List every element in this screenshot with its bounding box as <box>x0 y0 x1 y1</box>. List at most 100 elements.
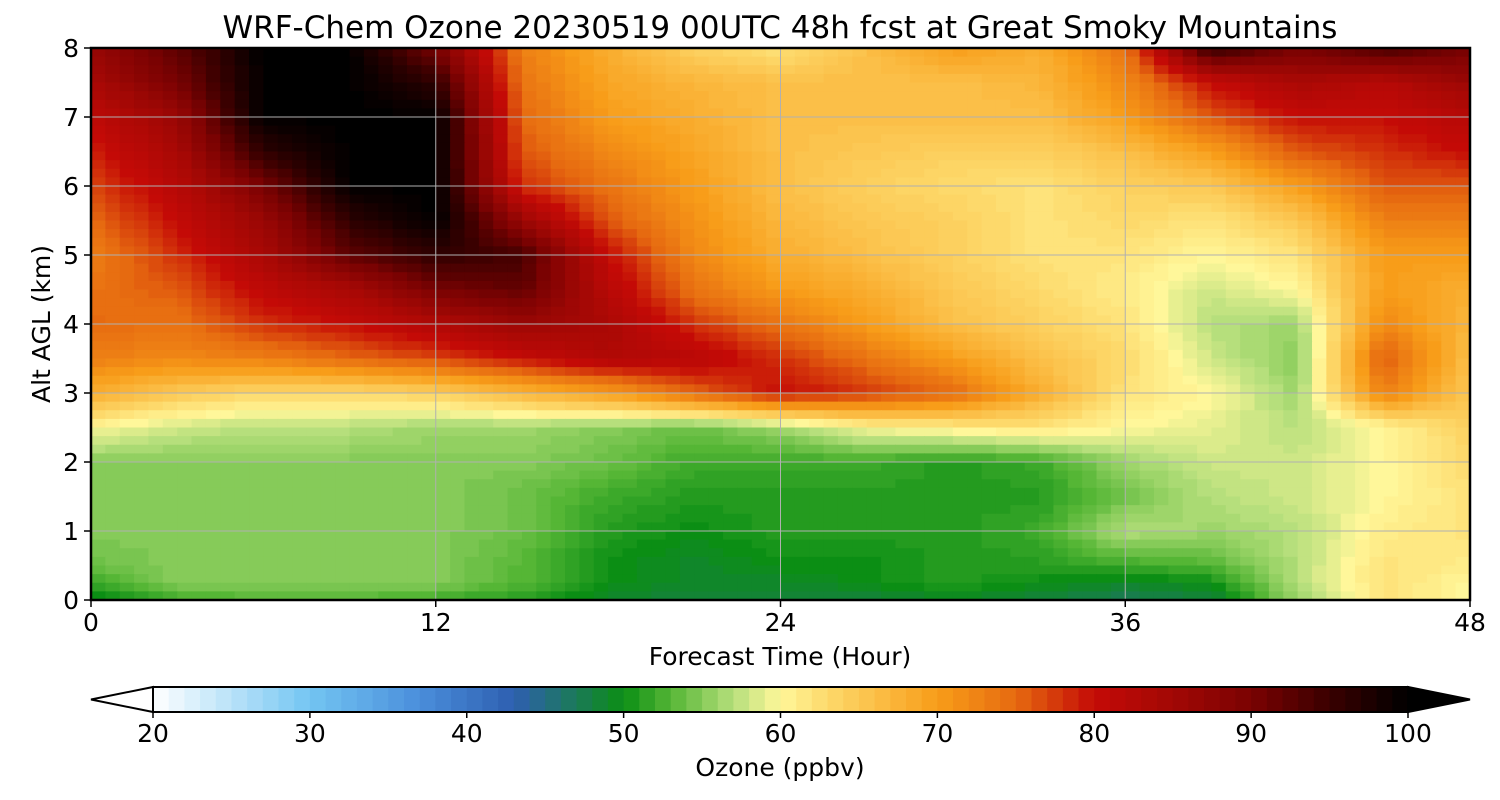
field-cell <box>1441 168 1457 178</box>
field-cell <box>335 263 351 273</box>
field-cell <box>162 142 178 153</box>
field-cell <box>1297 453 1313 463</box>
field-cell <box>363 211 379 222</box>
field-cell <box>665 151 681 161</box>
field-cell <box>1254 220 1270 230</box>
field-cell <box>1139 168 1155 178</box>
field-cell <box>622 168 638 178</box>
field-cell <box>335 125 351 135</box>
field-cell <box>1139 82 1155 92</box>
field-cell <box>809 99 825 109</box>
field-cell <box>866 194 882 204</box>
field-cell <box>306 203 322 213</box>
field-cell <box>1355 186 1371 196</box>
field-cell <box>162 358 178 368</box>
field-cell <box>1168 393 1184 403</box>
field-cell <box>1254 479 1270 489</box>
field-cell <box>421 289 437 299</box>
field-cell <box>306 367 322 377</box>
field-cell <box>292 117 308 127</box>
field-cell <box>694 246 710 256</box>
field-cell <box>234 436 250 446</box>
field-cell <box>191 427 207 437</box>
field-cell <box>349 73 365 84</box>
field-cell <box>1340 324 1356 334</box>
field-cell <box>177 487 193 498</box>
field-cell <box>1383 375 1399 385</box>
field-cell <box>737 211 753 222</box>
field-cell <box>536 384 552 394</box>
field-cell <box>995 298 1011 308</box>
field-cell <box>91 487 106 498</box>
field-cell <box>320 393 336 403</box>
field-cell <box>148 306 164 316</box>
field-cell <box>952 255 968 265</box>
field-cell <box>1383 487 1399 498</box>
field-cell <box>292 99 308 109</box>
field-cell <box>1340 384 1356 394</box>
field-cell <box>995 73 1011 84</box>
field-cell <box>1110 332 1126 342</box>
field-cell <box>493 263 509 273</box>
field-cell <box>1110 211 1126 222</box>
field-cell <box>1455 48 1471 58</box>
field-cell <box>1067 177 1083 187</box>
field-cell <box>1441 401 1457 411</box>
field-cell <box>205 255 221 265</box>
field-cell <box>679 91 695 101</box>
field-cell <box>1082 203 1098 213</box>
field-cell <box>679 453 695 463</box>
field-cell <box>1441 306 1457 316</box>
field-cell <box>622 73 638 84</box>
field-cell <box>1297 436 1313 446</box>
field-cell <box>205 134 221 144</box>
field-cell <box>119 496 135 506</box>
field-cell <box>464 349 480 360</box>
field-cell <box>995 263 1011 273</box>
field-cell <box>407 324 422 334</box>
field-cell <box>694 194 710 204</box>
field-cell <box>1283 418 1299 429</box>
field-cell <box>909 324 925 334</box>
field-cell <box>1383 315 1399 325</box>
field-cell <box>766 315 782 325</box>
field-cell <box>292 211 308 222</box>
field-cell <box>493 358 509 368</box>
field-cell <box>177 367 193 377</box>
field-cell <box>608 108 624 118</box>
field-cell <box>249 324 264 334</box>
field-cell <box>1096 255 1112 265</box>
field-cell <box>1053 367 1069 377</box>
field-cell <box>177 263 193 273</box>
field-cell <box>493 229 509 239</box>
field-cell <box>636 315 652 325</box>
field-cell <box>1139 306 1155 316</box>
field-cell <box>1426 487 1442 498</box>
field-cell <box>723 358 738 368</box>
field-cell <box>1326 315 1342 325</box>
field-cell <box>837 220 853 230</box>
field-cell <box>220 384 236 394</box>
field-cell <box>249 91 264 101</box>
field-cell <box>320 401 336 411</box>
field-cell <box>550 99 566 109</box>
field-cell <box>593 341 609 351</box>
field-cell <box>1067 280 1083 291</box>
field-cell <box>751 436 767 446</box>
field-cell <box>1340 186 1356 196</box>
field-cell <box>521 99 537 109</box>
field-cell <box>694 289 710 299</box>
field-cell <box>723 384 738 394</box>
field-cell <box>593 462 609 472</box>
field-cell <box>1383 237 1399 247</box>
field-cell <box>981 479 997 489</box>
field-cell <box>134 410 150 420</box>
field-cell <box>507 186 523 196</box>
field-cell <box>1067 384 1083 394</box>
field-cell <box>881 479 897 489</box>
field-cell <box>105 160 121 170</box>
field-cell <box>1383 479 1399 489</box>
field-cell <box>708 211 724 222</box>
field-cell <box>134 246 150 256</box>
field-cell <box>1197 349 1213 360</box>
